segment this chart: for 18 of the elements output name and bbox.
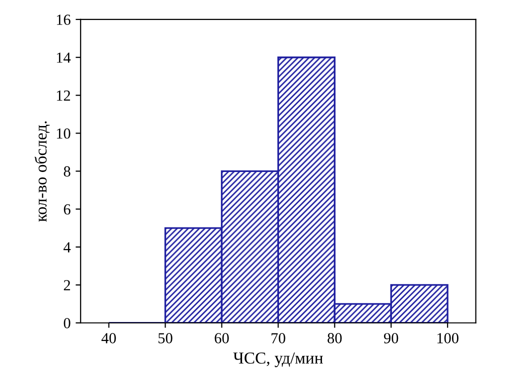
x-tick-label: 40 bbox=[101, 333, 116, 344]
y-tick-label: 14 bbox=[56, 52, 71, 63]
x-tick-label: 100 bbox=[437, 333, 458, 344]
x-axis-title: ЧСС, уд/мин bbox=[233, 352, 323, 368]
y-tick-label: 4 bbox=[64, 242, 71, 252]
y-tick-label: 6 bbox=[64, 204, 70, 215]
y-tick-label: 0 bbox=[64, 318, 70, 328]
y-tick-label: 16 bbox=[56, 14, 70, 25]
y-tick-label: 8 bbox=[64, 166, 70, 177]
y-tick-label: 10 bbox=[56, 128, 70, 139]
y-tick-label: 2 bbox=[64, 280, 70, 290]
x-tick-label: 80 bbox=[328, 333, 342, 344]
x-tick-label: 90 bbox=[384, 333, 398, 344]
x-tick-label: 60 bbox=[214, 333, 229, 344]
y-tick-label: 12 bbox=[56, 90, 70, 101]
y-axis-title: кол-во обслед. bbox=[34, 121, 50, 222]
x-tick-label: 70 bbox=[272, 333, 286, 344]
x-tick-label: 50 bbox=[158, 333, 172, 344]
